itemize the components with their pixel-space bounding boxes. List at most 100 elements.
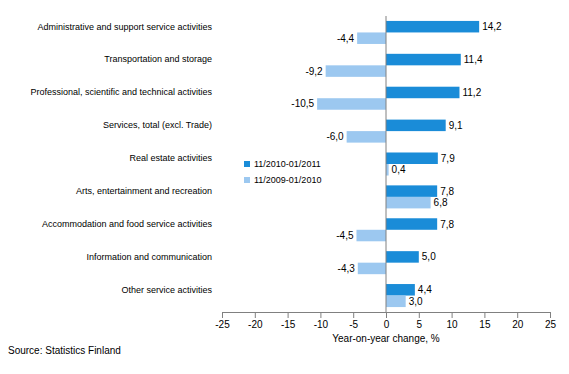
- tick: Administrative and support service activ…: [37, 22, 222, 33]
- data-label: 0,4: [392, 164, 406, 175]
- legend-swatch: [244, 177, 250, 183]
- legend: 11/2010-01/2011 11/2009-01/2010: [244, 159, 321, 185]
- tick: 5: [417, 312, 423, 330]
- data-label: 7,8: [440, 219, 454, 230]
- category-label: Information and communication: [86, 252, 212, 262]
- tick-mark: [517, 312, 518, 318]
- bar: [356, 230, 386, 242]
- bar: [386, 284, 415, 296]
- tick-label: 15: [479, 319, 491, 330]
- data-label: -4,5: [336, 230, 354, 241]
- tick-mark: [386, 312, 387, 318]
- bar: [386, 87, 459, 99]
- bar: [386, 197, 431, 209]
- bar: [317, 98, 386, 110]
- category-label: Administrative and support service activ…: [37, 22, 212, 32]
- legend-entry: 11/2010-01/2011: [244, 159, 321, 169]
- data-label: -4,4: [337, 33, 355, 44]
- tick-mark: [255, 312, 256, 318]
- bar: [386, 54, 461, 66]
- tick: 25: [545, 312, 557, 330]
- tick: Other service activities: [121, 285, 222, 296]
- tick: Information and communication: [86, 252, 222, 263]
- data-label: 14,2: [482, 21, 502, 32]
- bar: [386, 185, 437, 197]
- bar: [386, 120, 446, 132]
- tick-mark: [419, 312, 420, 318]
- axis-title: Year-on-year change, %: [332, 333, 440, 344]
- tick: Transportation and storage: [104, 54, 222, 65]
- zero-line: [386, 16, 387, 312]
- tick-label: -20: [248, 319, 263, 330]
- data-label: 3,0: [409, 296, 423, 307]
- data-label: 7,8: [440, 186, 454, 197]
- bar: [386, 296, 406, 308]
- data-label: -10,5: [291, 98, 314, 109]
- tick-label: 5: [417, 319, 423, 330]
- tick-label: -15: [281, 319, 296, 330]
- data-label: -4,3: [338, 263, 356, 274]
- category-label: Other service activities: [121, 285, 212, 295]
- tick-label: -10: [314, 319, 329, 330]
- tick: -15: [281, 312, 296, 330]
- tick-mark: [320, 312, 321, 318]
- tick-label: -25: [215, 319, 230, 330]
- tick: 0: [384, 312, 390, 330]
- bar: [358, 263, 386, 275]
- x-axis: -25 -20 -15 -10 -5 0 5 10 15 20 25: [215, 312, 556, 330]
- legend-label: 11/2009-01/2010: [254, 175, 321, 185]
- bar: [357, 32, 386, 44]
- data-label: 6,8: [434, 197, 448, 208]
- plot: -25 -20 -15 -10 -5 0 5 10 15 20 25 Administrative a…: [30, 16, 556, 330]
- y-axis: Administrative and support service activ…: [30, 22, 222, 296]
- bar: [386, 251, 419, 263]
- annotation: Source: Statistics Finland: [8, 345, 121, 356]
- tick-mark: [222, 312, 223, 318]
- data-label: -9,2: [305, 66, 323, 77]
- tick: Services, total (excl. Trade): [103, 120, 222, 131]
- category-label: Real estate activities: [129, 153, 212, 163]
- data-label: 4,4: [418, 284, 432, 295]
- category-label: Services, total (excl. Trade): [103, 120, 212, 130]
- tick: Arts, entertainment and recreation: [76, 186, 222, 197]
- tick: Accommodation and food service activitie…: [42, 219, 222, 230]
- legend-entry: 11/2009-01/2010: [244, 175, 321, 185]
- chart: -25 -20 -15 -10 -5 0 5 10 15 20 25 Administrative a…: [0, 0, 569, 374]
- legend-swatch: [244, 161, 250, 167]
- tick: -20: [248, 312, 263, 330]
- bars: [317, 21, 479, 307]
- tick: Real estate activities: [129, 153, 222, 164]
- data-label: 11,2: [462, 87, 481, 98]
- tick-mark: [550, 312, 551, 318]
- tick: 15: [479, 312, 491, 330]
- tick: -25: [215, 312, 230, 330]
- data-label: 11,4: [464, 54, 483, 65]
- tick-label: 25: [545, 319, 557, 330]
- data-label: 9,1: [449, 120, 463, 131]
- tick-mark: [484, 312, 485, 318]
- tick-mark: [288, 312, 289, 318]
- tick: -10: [314, 312, 329, 330]
- tick: 20: [512, 312, 524, 330]
- tick: Professional, scientific and technical a…: [30, 87, 222, 98]
- tick-label: 20: [512, 319, 524, 330]
- bar: [347, 131, 386, 143]
- legend-label: 11/2010-01/2011: [254, 159, 321, 169]
- bar: [386, 218, 437, 230]
- category-label: Transportation and storage: [104, 54, 212, 64]
- tick-label: 10: [447, 319, 459, 330]
- bar: [326, 65, 386, 77]
- tick-label: -5: [349, 319, 358, 330]
- tick: -5: [349, 312, 358, 330]
- data-label: 7,9: [441, 153, 455, 164]
- data-label: -6,0: [326, 131, 344, 142]
- category-label: Professional, scientific and technical a…: [30, 87, 212, 97]
- bar: [386, 152, 438, 164]
- category-label: Arts, entertainment and recreation: [76, 186, 212, 196]
- tick-label: 0: [384, 319, 390, 330]
- tick-mark: [353, 312, 354, 318]
- tick-mark: [452, 312, 453, 318]
- bar: [386, 21, 479, 33]
- category-label: Accommodation and food service activitie…: [42, 219, 213, 229]
- data-label: 5,0: [422, 251, 436, 262]
